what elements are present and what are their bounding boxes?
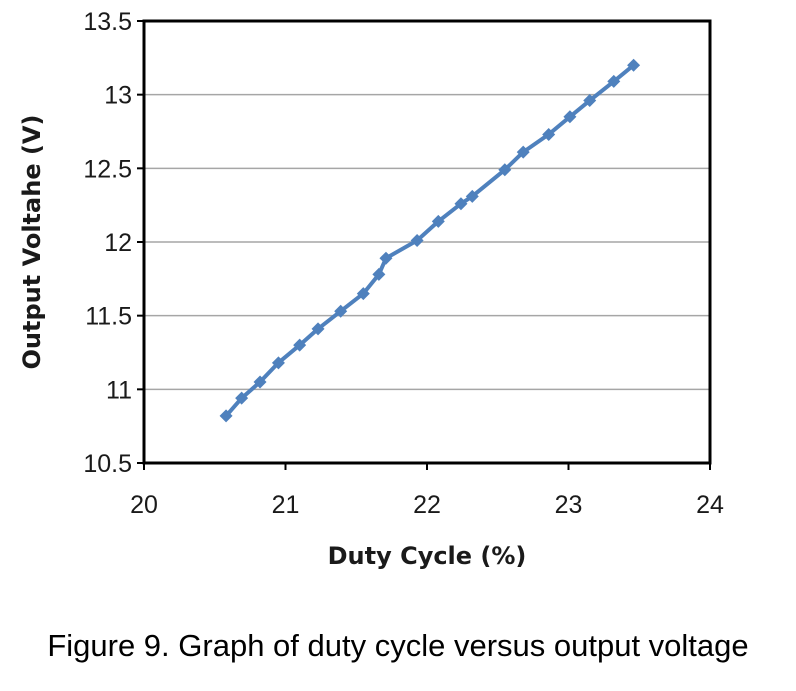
y-tick-label: 12 [104,229,132,257]
data-point-marker [253,375,267,389]
data-point-marker [372,267,386,281]
data-point-marker [454,197,468,211]
x-tick-label: 21 [272,491,300,519]
data-point-marker [607,74,621,88]
data-point-marker [410,234,424,248]
data-point-marker [334,304,348,318]
data-point-marker [431,214,445,228]
data-series [219,58,641,423]
data-point-marker [563,110,577,124]
data-point-marker [356,287,370,301]
data-point-marker [379,251,393,265]
data-point-marker [583,94,597,108]
y-tick-label: 11.5 [85,303,132,331]
data-point-marker [498,163,512,177]
y-axis-title: Output Voltahe (V) [18,115,46,370]
y-tick-label: 10.5 [83,450,132,478]
data-point-marker [235,391,249,405]
data-point-marker [627,58,641,72]
y-tick-label: 13.5 [83,8,132,36]
x-tick-label: 23 [555,491,583,519]
figure-caption: Figure 9. Graph of duty cycle versus out… [47,628,749,663]
y-axis-tick-labels: 10.5 11 11.5 12 12.5 13 13.5 [83,8,132,478]
data-point-marker [542,127,556,141]
y-tick-label: 12.5 [83,155,132,183]
data-point-marker [516,145,530,159]
y-tick-label: 11 [106,376,132,404]
line-chart: 20 21 22 23 24 10.5 11 11.5 12 12.5 13 13.5 Duty C… [18,8,724,570]
data-point-marker [293,338,307,352]
x-axis-title: Duty Cycle (%) [328,542,527,570]
data-point-marker [311,322,325,336]
x-tick-label: 22 [413,491,441,519]
x-tick-label: 24 [696,491,724,519]
data-point-marker [271,356,285,370]
data-point-marker [465,189,479,203]
y-tick-label: 13 [104,82,132,110]
axis-ticks [137,20,711,470]
data-point-marker [219,409,233,423]
x-tick-label: 20 [130,491,158,519]
gridlines [144,93,710,391]
x-axis-tick-labels: 20 21 22 23 24 [130,491,724,519]
